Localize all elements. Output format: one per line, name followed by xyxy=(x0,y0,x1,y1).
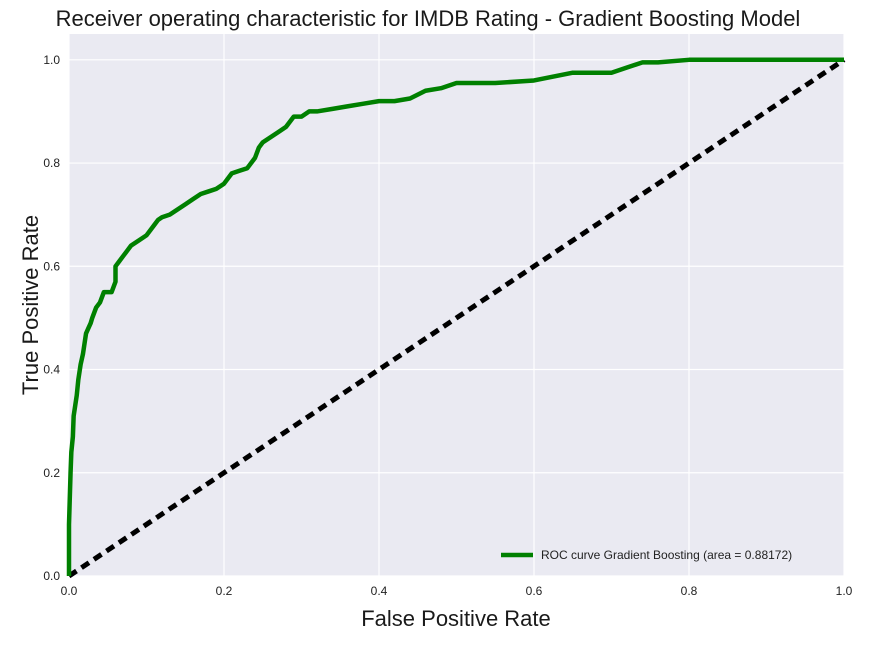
tick-labels: 0.0 0.2 0.4 0.6 0.8 1.0 0.0 0.2 0.4 0.6 0.8 1.0 xyxy=(43,53,852,598)
y-tick-label: 0.2 xyxy=(43,466,60,480)
y-tick-label: 0.0 xyxy=(43,569,60,583)
x-tick-label: 0.6 xyxy=(526,584,543,598)
y-tick-label: 1.0 xyxy=(43,53,60,67)
series-layer xyxy=(66,57,846,579)
y-tick-label: 0.4 xyxy=(43,363,60,377)
grid-lines xyxy=(68,34,845,577)
y-tick-label: 0.8 xyxy=(43,156,60,170)
legend-label-roc: ROC curve Gradient Boosting (area = 0.88… xyxy=(541,548,792,562)
plot-background xyxy=(69,34,844,576)
x-tick-label: 0.2 xyxy=(216,584,233,598)
y-axis-label: True Positive Rate xyxy=(18,215,43,395)
chart-title: Receiver operating characteristic for IM… xyxy=(56,6,801,31)
x-tick-label: 0.8 xyxy=(681,584,698,598)
x-tick-label: 1.0 xyxy=(836,584,853,598)
series-line-roc xyxy=(66,57,844,576)
x-tick-label: 0.0 xyxy=(61,584,78,598)
x-tick-label: 0.4 xyxy=(371,584,388,598)
legend: ROC curve Gradient Boosting (area = 0.88… xyxy=(501,548,792,562)
x-axis-label: False Positive Rate xyxy=(361,606,551,631)
series-line-diagonal xyxy=(67,57,846,579)
y-tick-label: 0.6 xyxy=(43,259,60,273)
